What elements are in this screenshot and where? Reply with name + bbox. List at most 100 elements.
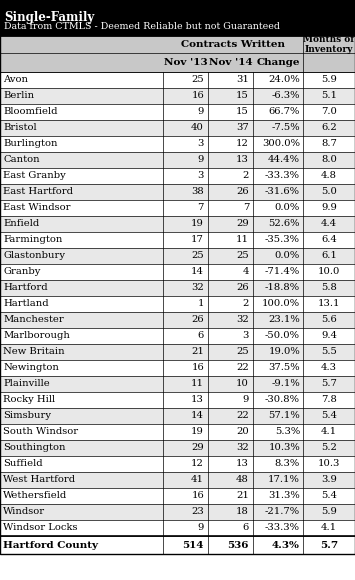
Bar (0, 88, 355, 104)
Text: 66.7%: 66.7% (269, 107, 300, 117)
Bar (0, 0, 355, 36)
Text: Windsor Locks: Windsor Locks (3, 524, 77, 532)
Text: 7.0: 7.0 (321, 107, 337, 117)
Text: 37: 37 (236, 124, 249, 132)
Bar (0, 200, 355, 216)
Text: -33.3%: -33.3% (265, 172, 300, 180)
Text: 11: 11 (236, 235, 249, 245)
Text: 6.1: 6.1 (321, 252, 337, 260)
Text: 9: 9 (198, 107, 204, 117)
Text: 57.1%: 57.1% (268, 411, 300, 420)
Bar (0, 264, 355, 280)
Text: 10.0: 10.0 (318, 267, 340, 277)
Text: 0.0%: 0.0% (275, 252, 300, 260)
Text: Simsbury: Simsbury (3, 411, 51, 420)
Text: East Hartford: East Hartford (3, 187, 73, 197)
Text: 9: 9 (242, 396, 249, 404)
Text: 4.3: 4.3 (321, 364, 337, 372)
Text: 13: 13 (191, 396, 204, 404)
Text: 0.0%: 0.0% (275, 204, 300, 212)
Text: 13: 13 (236, 155, 249, 165)
Text: 4.1: 4.1 (321, 427, 337, 437)
Text: 4.8: 4.8 (321, 172, 337, 180)
Text: 25: 25 (191, 252, 204, 260)
Text: 25: 25 (236, 252, 249, 260)
Bar (0, 72, 355, 88)
Text: 2: 2 (242, 172, 249, 180)
Text: -6.3%: -6.3% (272, 92, 300, 100)
Text: 52.6%: 52.6% (268, 219, 300, 229)
Text: Manchester: Manchester (3, 316, 64, 324)
Text: 19: 19 (191, 219, 204, 229)
Text: 3.9: 3.9 (321, 476, 337, 484)
Text: Burlington: Burlington (3, 140, 58, 148)
Bar (0, 536, 355, 554)
Text: 100.0%: 100.0% (262, 299, 300, 309)
Text: 3: 3 (242, 332, 249, 340)
Text: 4: 4 (242, 267, 249, 277)
Bar (0, 488, 355, 504)
Text: 6.4: 6.4 (321, 235, 337, 245)
Text: 32: 32 (236, 316, 249, 324)
Text: Data from CTMLS - Deemed Reliable but not Guaranteed: Data from CTMLS - Deemed Reliable but no… (4, 22, 280, 31)
Text: Wethersfield: Wethersfield (3, 491, 67, 501)
Text: 8.3%: 8.3% (275, 459, 300, 469)
Text: 8.7: 8.7 (321, 140, 337, 148)
Text: -9.1%: -9.1% (271, 379, 300, 389)
Text: 26: 26 (191, 316, 204, 324)
Text: 9: 9 (198, 155, 204, 165)
Text: 15: 15 (236, 107, 249, 117)
Text: 23.1%: 23.1% (268, 316, 300, 324)
Text: East Granby: East Granby (3, 172, 66, 180)
Text: Enfield: Enfield (3, 219, 39, 229)
Text: 31: 31 (236, 75, 249, 85)
Text: 10.3: 10.3 (318, 459, 340, 469)
Text: -31.6%: -31.6% (265, 187, 300, 197)
Text: -50.0%: -50.0% (265, 332, 300, 340)
Bar (0, 232, 355, 248)
Text: -7.5%: -7.5% (271, 124, 300, 132)
Text: 4.4: 4.4 (321, 219, 337, 229)
Text: 38: 38 (191, 187, 204, 197)
Text: 9: 9 (198, 524, 204, 532)
Text: 29: 29 (191, 444, 204, 452)
Text: 25: 25 (236, 347, 249, 357)
Text: 20: 20 (236, 427, 249, 437)
Bar (0, 360, 355, 376)
Text: South Windsor: South Windsor (3, 427, 78, 437)
Text: 15: 15 (236, 92, 249, 100)
Text: 5.9: 5.9 (321, 75, 337, 85)
Bar (0, 120, 355, 136)
Text: 16: 16 (191, 92, 204, 100)
Text: 22: 22 (236, 364, 249, 372)
Text: Nov '14: Nov '14 (209, 58, 252, 67)
Text: -21.7%: -21.7% (265, 508, 300, 517)
Text: West Hartford: West Hartford (3, 476, 75, 484)
Text: 26: 26 (236, 284, 249, 292)
Text: 5.4: 5.4 (321, 491, 337, 501)
Text: New Britain: New Britain (3, 347, 65, 357)
Bar (0, 456, 355, 472)
Text: 19.0%: 19.0% (268, 347, 300, 357)
Text: 11: 11 (191, 379, 204, 389)
Text: Marlborough: Marlborough (3, 332, 70, 340)
Text: Canton: Canton (3, 155, 40, 165)
Text: 7.8: 7.8 (321, 396, 337, 404)
Text: 12: 12 (191, 459, 204, 469)
Text: -33.3%: -33.3% (265, 524, 300, 532)
Text: 8.0: 8.0 (321, 155, 337, 165)
Text: 4.1: 4.1 (321, 524, 337, 532)
Text: 48: 48 (236, 476, 249, 484)
Text: Southington: Southington (3, 444, 66, 452)
Text: 3: 3 (198, 172, 204, 180)
Text: 7: 7 (242, 204, 249, 212)
Bar (0, 152, 355, 168)
Bar (0, 280, 355, 296)
Text: 13.1: 13.1 (318, 299, 340, 309)
Text: -18.8%: -18.8% (265, 284, 300, 292)
Text: 40: 40 (191, 124, 204, 132)
Text: Farmington: Farmington (3, 235, 62, 245)
Text: 24.0%: 24.0% (268, 75, 300, 85)
Text: 3: 3 (198, 140, 204, 148)
Text: Hartford County: Hartford County (3, 541, 98, 549)
